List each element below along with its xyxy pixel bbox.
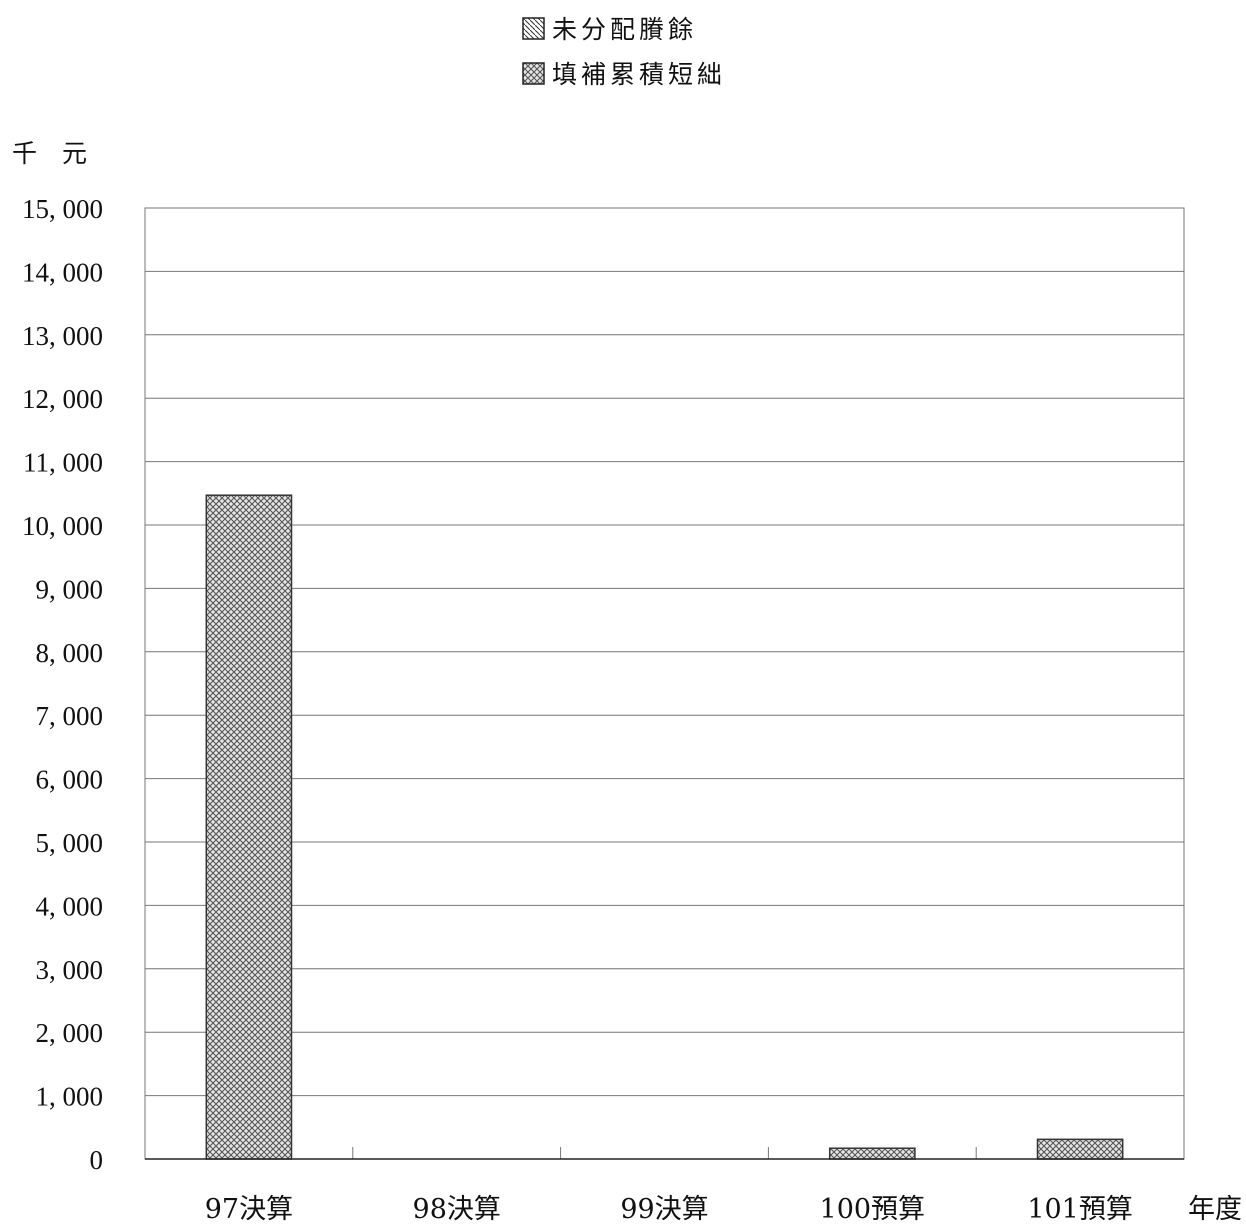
legend-label-0: 未分配賸餘 <box>552 15 697 44</box>
y-tick-label: 5, 000 <box>36 828 104 858</box>
x-category-label: 101預算 <box>1027 1194 1133 1225</box>
bar-3-series-1 <box>828 1147 916 1160</box>
x-category-label: 99決算 <box>620 1194 708 1225</box>
legend-swatch-0 <box>522 17 545 40</box>
y-tick-label: 0 <box>90 1145 104 1175</box>
legend-item-0: 未分配賸餘 <box>522 15 697 44</box>
y-tick-label: 3, 000 <box>36 955 104 985</box>
x-axis-title: 年度 <box>1188 1194 1242 1225</box>
y-axis-unit-label: 千 元 <box>12 139 87 168</box>
legend: 未分配賸餘 填補累積短絀 <box>522 15 726 89</box>
legend-item-1: 填補累積短絀 <box>522 60 726 89</box>
grid-lines <box>145 270 1184 1097</box>
y-tick-label: 7, 000 <box>36 701 104 731</box>
y-tick-label: 10, 000 <box>22 511 103 541</box>
y-tick-label: 8, 000 <box>36 638 104 668</box>
y-tick-label: 1, 000 <box>36 1082 104 1112</box>
bar-0-series-1 <box>205 494 293 1160</box>
y-tick-label: 6, 000 <box>36 765 104 795</box>
x-category-label: 97決算 <box>205 1194 293 1225</box>
y-axis-ticks: 0 1, 000 2, 000 3, 000 4, 000 5, 000 6, 000 7, … <box>22 194 103 1175</box>
y-tick-label: 15, 000 <box>22 194 103 224</box>
bar-4-series-1 <box>1036 1138 1124 1160</box>
x-category-label: 98決算 <box>413 1194 501 1225</box>
y-tick-label: 14, 000 <box>22 257 103 287</box>
y-tick-label: 12, 000 <box>22 384 103 414</box>
y-tick-label: 11, 000 <box>23 448 103 478</box>
y-tick-label: 13, 000 <box>22 321 103 351</box>
legend-label-1: 填補累積短絀 <box>552 60 726 89</box>
x-category-label: 100預算 <box>820 1194 926 1225</box>
y-tick-label: 2, 000 <box>36 1018 104 1048</box>
y-tick-label: 9, 000 <box>36 574 104 604</box>
plot-area-frame <box>144 207 1185 1160</box>
bars <box>205 494 1124 1160</box>
x-axis-labels: 97決算 98決算 99決算 100預算 101預算 <box>205 1194 1133 1225</box>
legend-swatch-1 <box>522 62 545 85</box>
y-tick-label: 4, 000 <box>36 891 104 921</box>
x-axis-ticks <box>352 1147 977 1159</box>
